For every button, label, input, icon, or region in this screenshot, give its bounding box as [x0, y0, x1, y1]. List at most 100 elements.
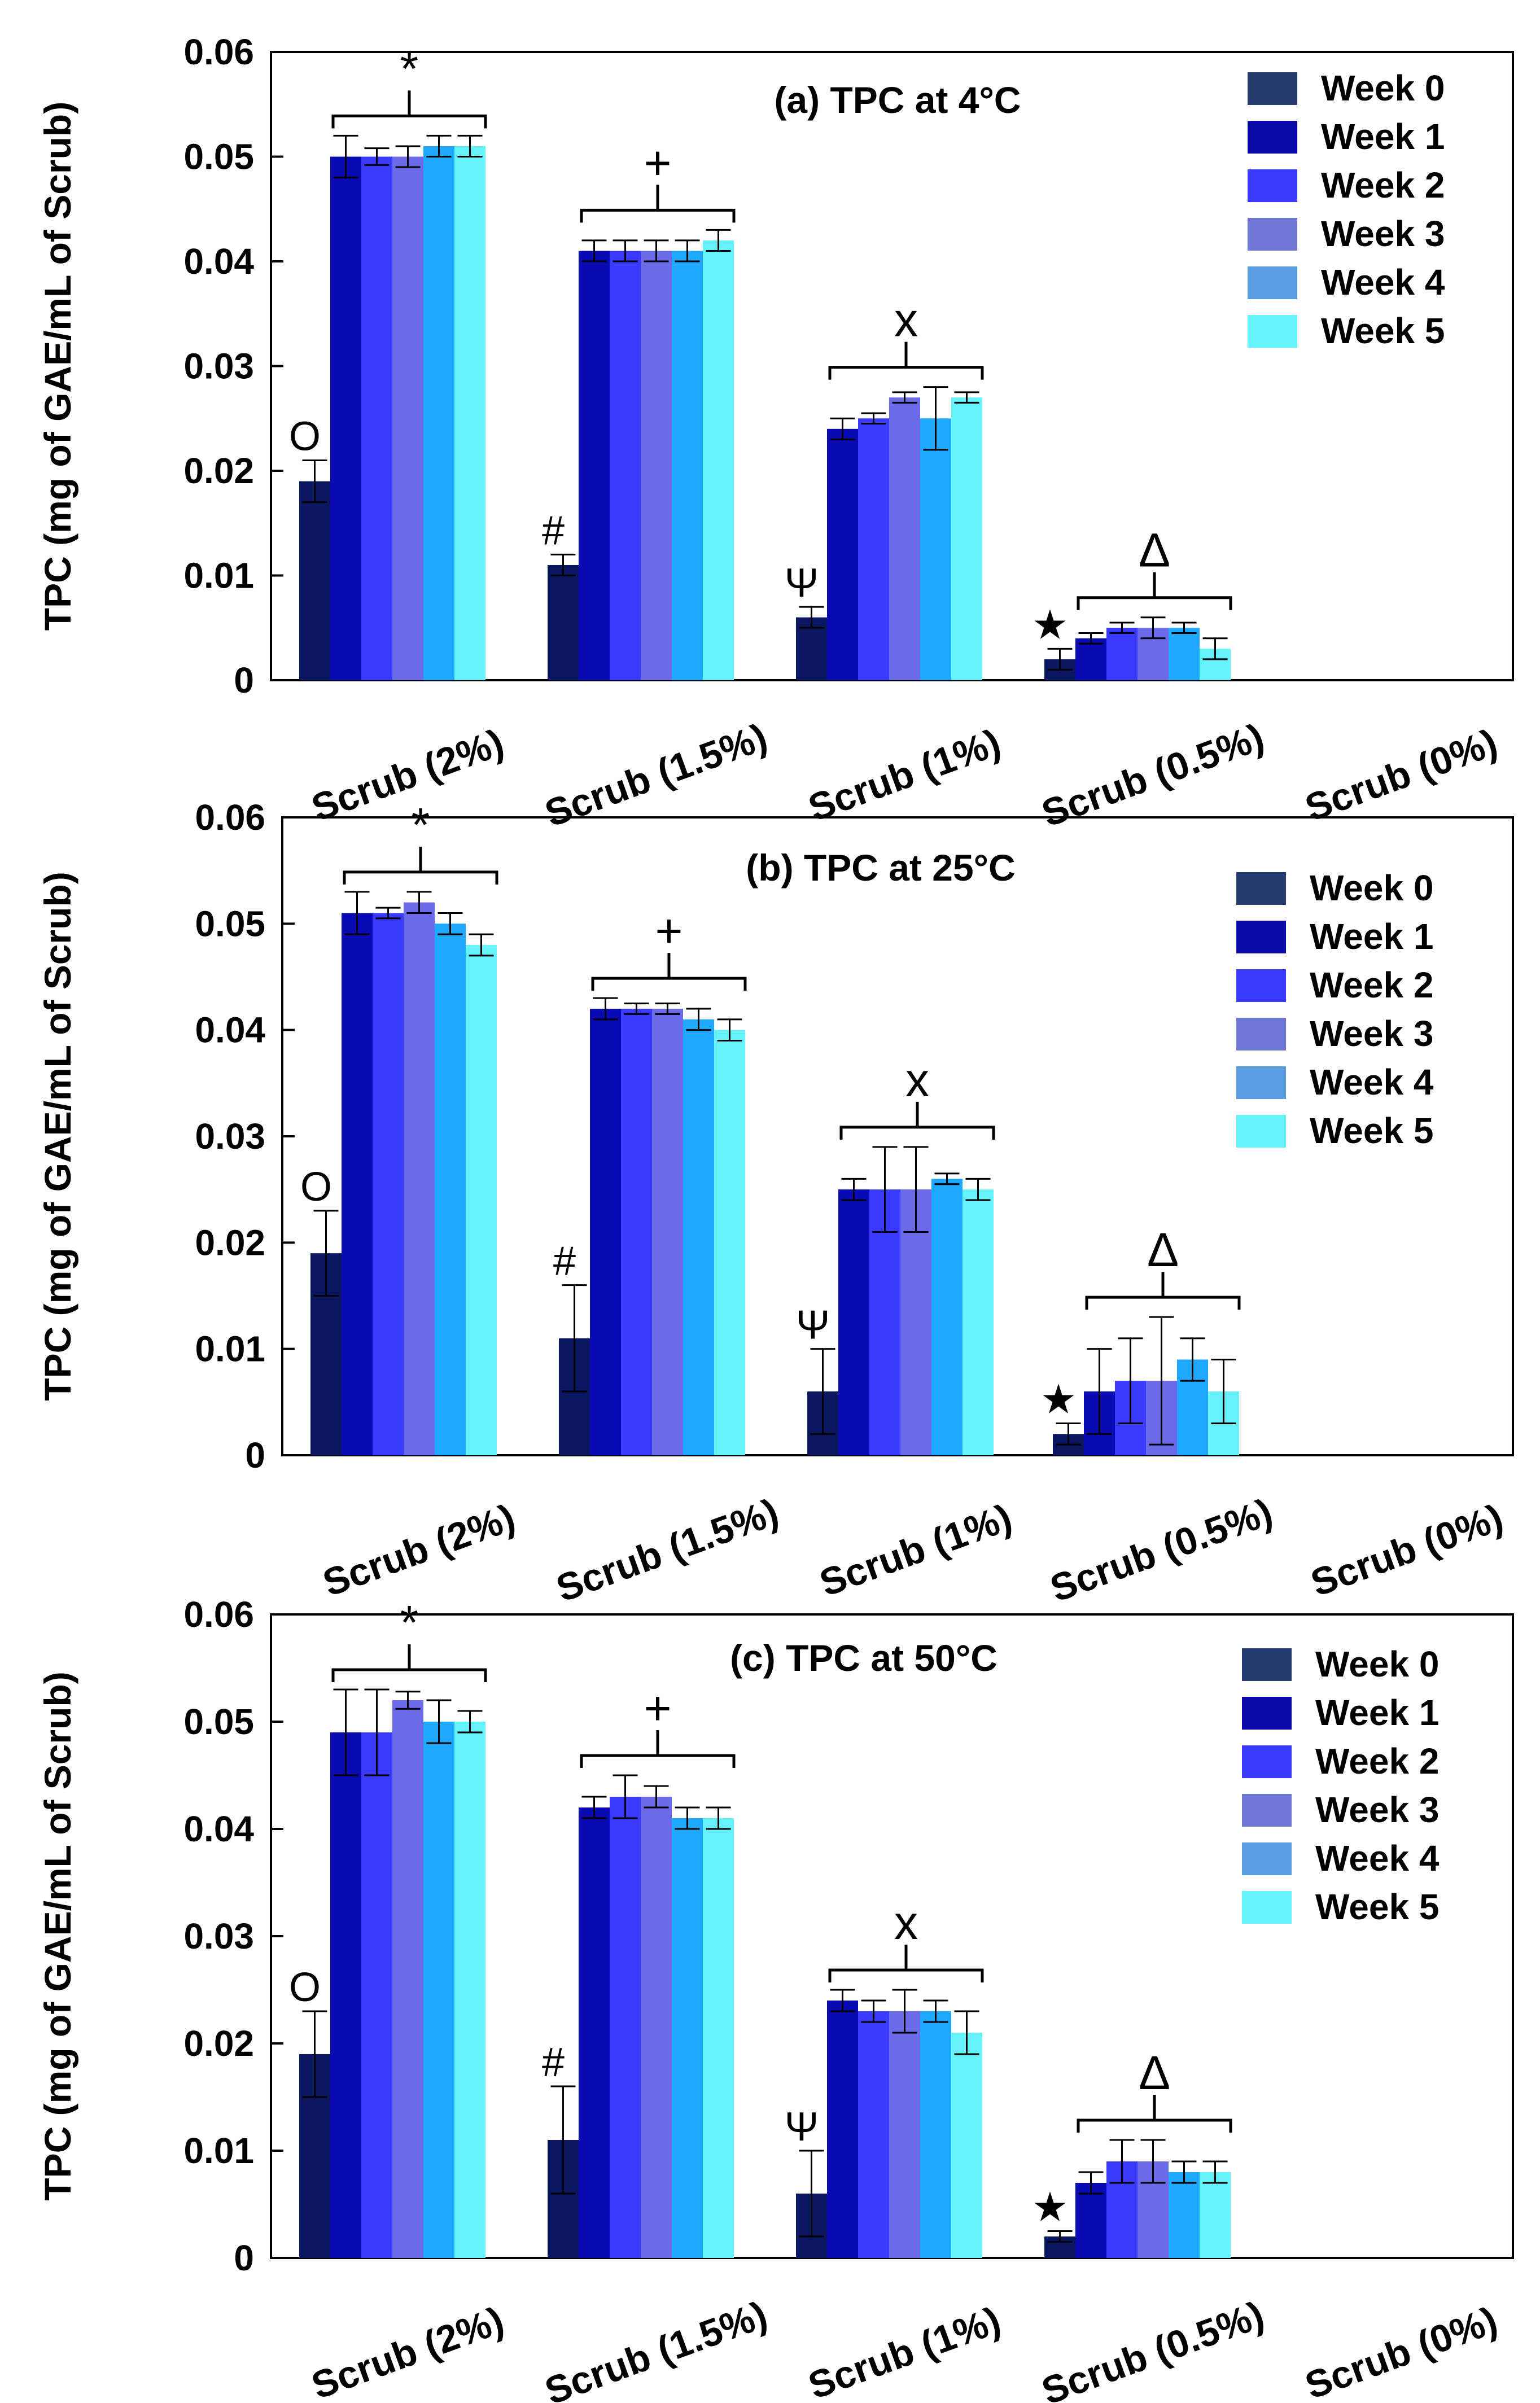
week0-marker: O [289, 1965, 321, 2010]
significance-bracket [828, 1945, 984, 1982]
significance-bracket [580, 1730, 736, 1768]
x-tick-label: Scrub (1%) [803, 721, 1006, 830]
significance-symbol: x [894, 294, 918, 347]
legend-label: Week 2 [1310, 965, 1433, 1005]
bar [404, 902, 435, 1455]
y-tick-label: 0.05 [195, 903, 265, 944]
legend-label: Week 5 [1310, 1110, 1433, 1151]
legend-label: Week 1 [1321, 116, 1445, 157]
legend-label: Week 4 [1310, 1062, 1434, 1102]
week0-marker: ★ [1040, 1377, 1077, 1422]
bar [683, 1019, 714, 1455]
y-tick-label: 0.04 [183, 1809, 254, 1849]
bar [951, 397, 982, 680]
significance-symbol: + [644, 1682, 671, 1735]
legend-swatch [1236, 1018, 1286, 1051]
legend-label: Week 3 [1315, 1789, 1439, 1830]
significance-bracket [580, 185, 736, 223]
x-tick-label: Scrub (1%) [814, 1496, 1017, 1605]
significance-symbol: Δ [1147, 1223, 1179, 1276]
legend-label: Week 0 [1321, 68, 1445, 108]
bar [920, 2011, 951, 2258]
bar [373, 913, 404, 1455]
x-tick-label: Scrub (0.5%) [1036, 2293, 1270, 2403]
week0-marker: Ψ [785, 2104, 819, 2150]
significance-bracket [1085, 1272, 1241, 1310]
bar [931, 1179, 963, 1455]
bar [858, 418, 889, 680]
legend-swatch [1242, 1697, 1292, 1730]
legend-swatch [1236, 1115, 1286, 1148]
legend-swatch [1248, 72, 1297, 105]
bar [423, 1722, 454, 2258]
panel-title: (c) TPC at 50°C [730, 1637, 998, 1679]
significance-symbol: Δ [1139, 2046, 1170, 2099]
y-tick-label: 0.01 [183, 2130, 254, 2171]
week0-marker: Ψ [796, 1303, 830, 1348]
x-tick-label: Scrub (0%) [1305, 1496, 1508, 1605]
legend-label: Week 3 [1321, 213, 1445, 254]
significance-symbol: + [644, 136, 671, 189]
week0-marker: O [300, 1165, 332, 1210]
significance-bracket [1077, 2095, 1232, 2133]
bar [703, 1818, 734, 2258]
legend-swatch [1242, 1745, 1292, 1778]
panel-a: 0 0.01 0.02 0.03 0.04 0.05 0.06 TPC (mg of GAE/… [37, 32, 1514, 835]
bar [454, 1722, 485, 2258]
legend-swatch [1236, 921, 1286, 953]
legend-swatch [1248, 169, 1297, 202]
panel-c: 0 0.01 0.02 0.03 0.04 0.05 0.06 TPC (mg of GAE/… [37, 1594, 1514, 2403]
bar [641, 1797, 672, 2258]
bar [869, 1189, 900, 1455]
y-tick-label: 0.02 [195, 1222, 265, 1263]
bar [951, 2033, 982, 2258]
bar [361, 1732, 392, 2258]
bar [590, 1009, 621, 1455]
bar [838, 1189, 869, 1455]
bar [1169, 2172, 1200, 2258]
bar [827, 428, 858, 680]
bar [1106, 628, 1138, 680]
bar [641, 251, 672, 680]
legend-swatch [1242, 1648, 1292, 1681]
legend-swatch [1242, 1891, 1292, 1924]
y-tick-label: 0.06 [183, 1594, 254, 1635]
bar [672, 1818, 703, 2258]
x-tick-label: Scrub (0%) [1300, 2299, 1503, 2403]
bar [1075, 2183, 1106, 2258]
legend-swatch [1236, 969, 1286, 1002]
week0-marker: # [542, 2040, 565, 2085]
legend-swatch [1248, 121, 1297, 154]
y-tick-label: 0 [234, 660, 254, 701]
x-tick-label: Scrub (1.5%) [551, 1490, 784, 1610]
legend-swatch [1236, 872, 1286, 905]
legend-swatch [1248, 266, 1297, 299]
week0-marker: # [542, 508, 565, 553]
significance-bracket [331, 1644, 487, 1682]
bar [361, 156, 392, 680]
bar [423, 146, 454, 680]
bar [1169, 628, 1200, 680]
legend-label: Week 3 [1310, 1013, 1433, 1054]
y-axis-title: TPC (mg of GAE/mL of Scrub) [37, 872, 78, 1400]
panel-title: (a) TPC at 4°C [774, 79, 1021, 121]
significance-bracket [1077, 572, 1232, 610]
week0-marker: # [553, 1239, 576, 1284]
significance-symbol: * [400, 1596, 419, 1649]
bar [858, 2011, 889, 2258]
significance-symbol: Δ [1139, 524, 1170, 577]
bar [963, 1189, 994, 1455]
legend-label: Week 5 [1315, 1886, 1439, 1927]
bar [621, 1009, 652, 1455]
bar [548, 564, 579, 680]
bar [714, 1030, 745, 1455]
week0-marker: Ψ [785, 561, 819, 606]
y-tick-label: 0.02 [183, 2023, 254, 2064]
x-tick-label: Scrub (1%) [803, 2299, 1006, 2403]
bar [672, 251, 703, 680]
bar [392, 156, 423, 680]
y-tick-label: 0.05 [183, 1701, 254, 1742]
legend-swatch [1248, 218, 1297, 251]
x-tick-label: Scrub (2%) [306, 721, 509, 830]
y-tick-label: 0 [245, 1435, 265, 1476]
